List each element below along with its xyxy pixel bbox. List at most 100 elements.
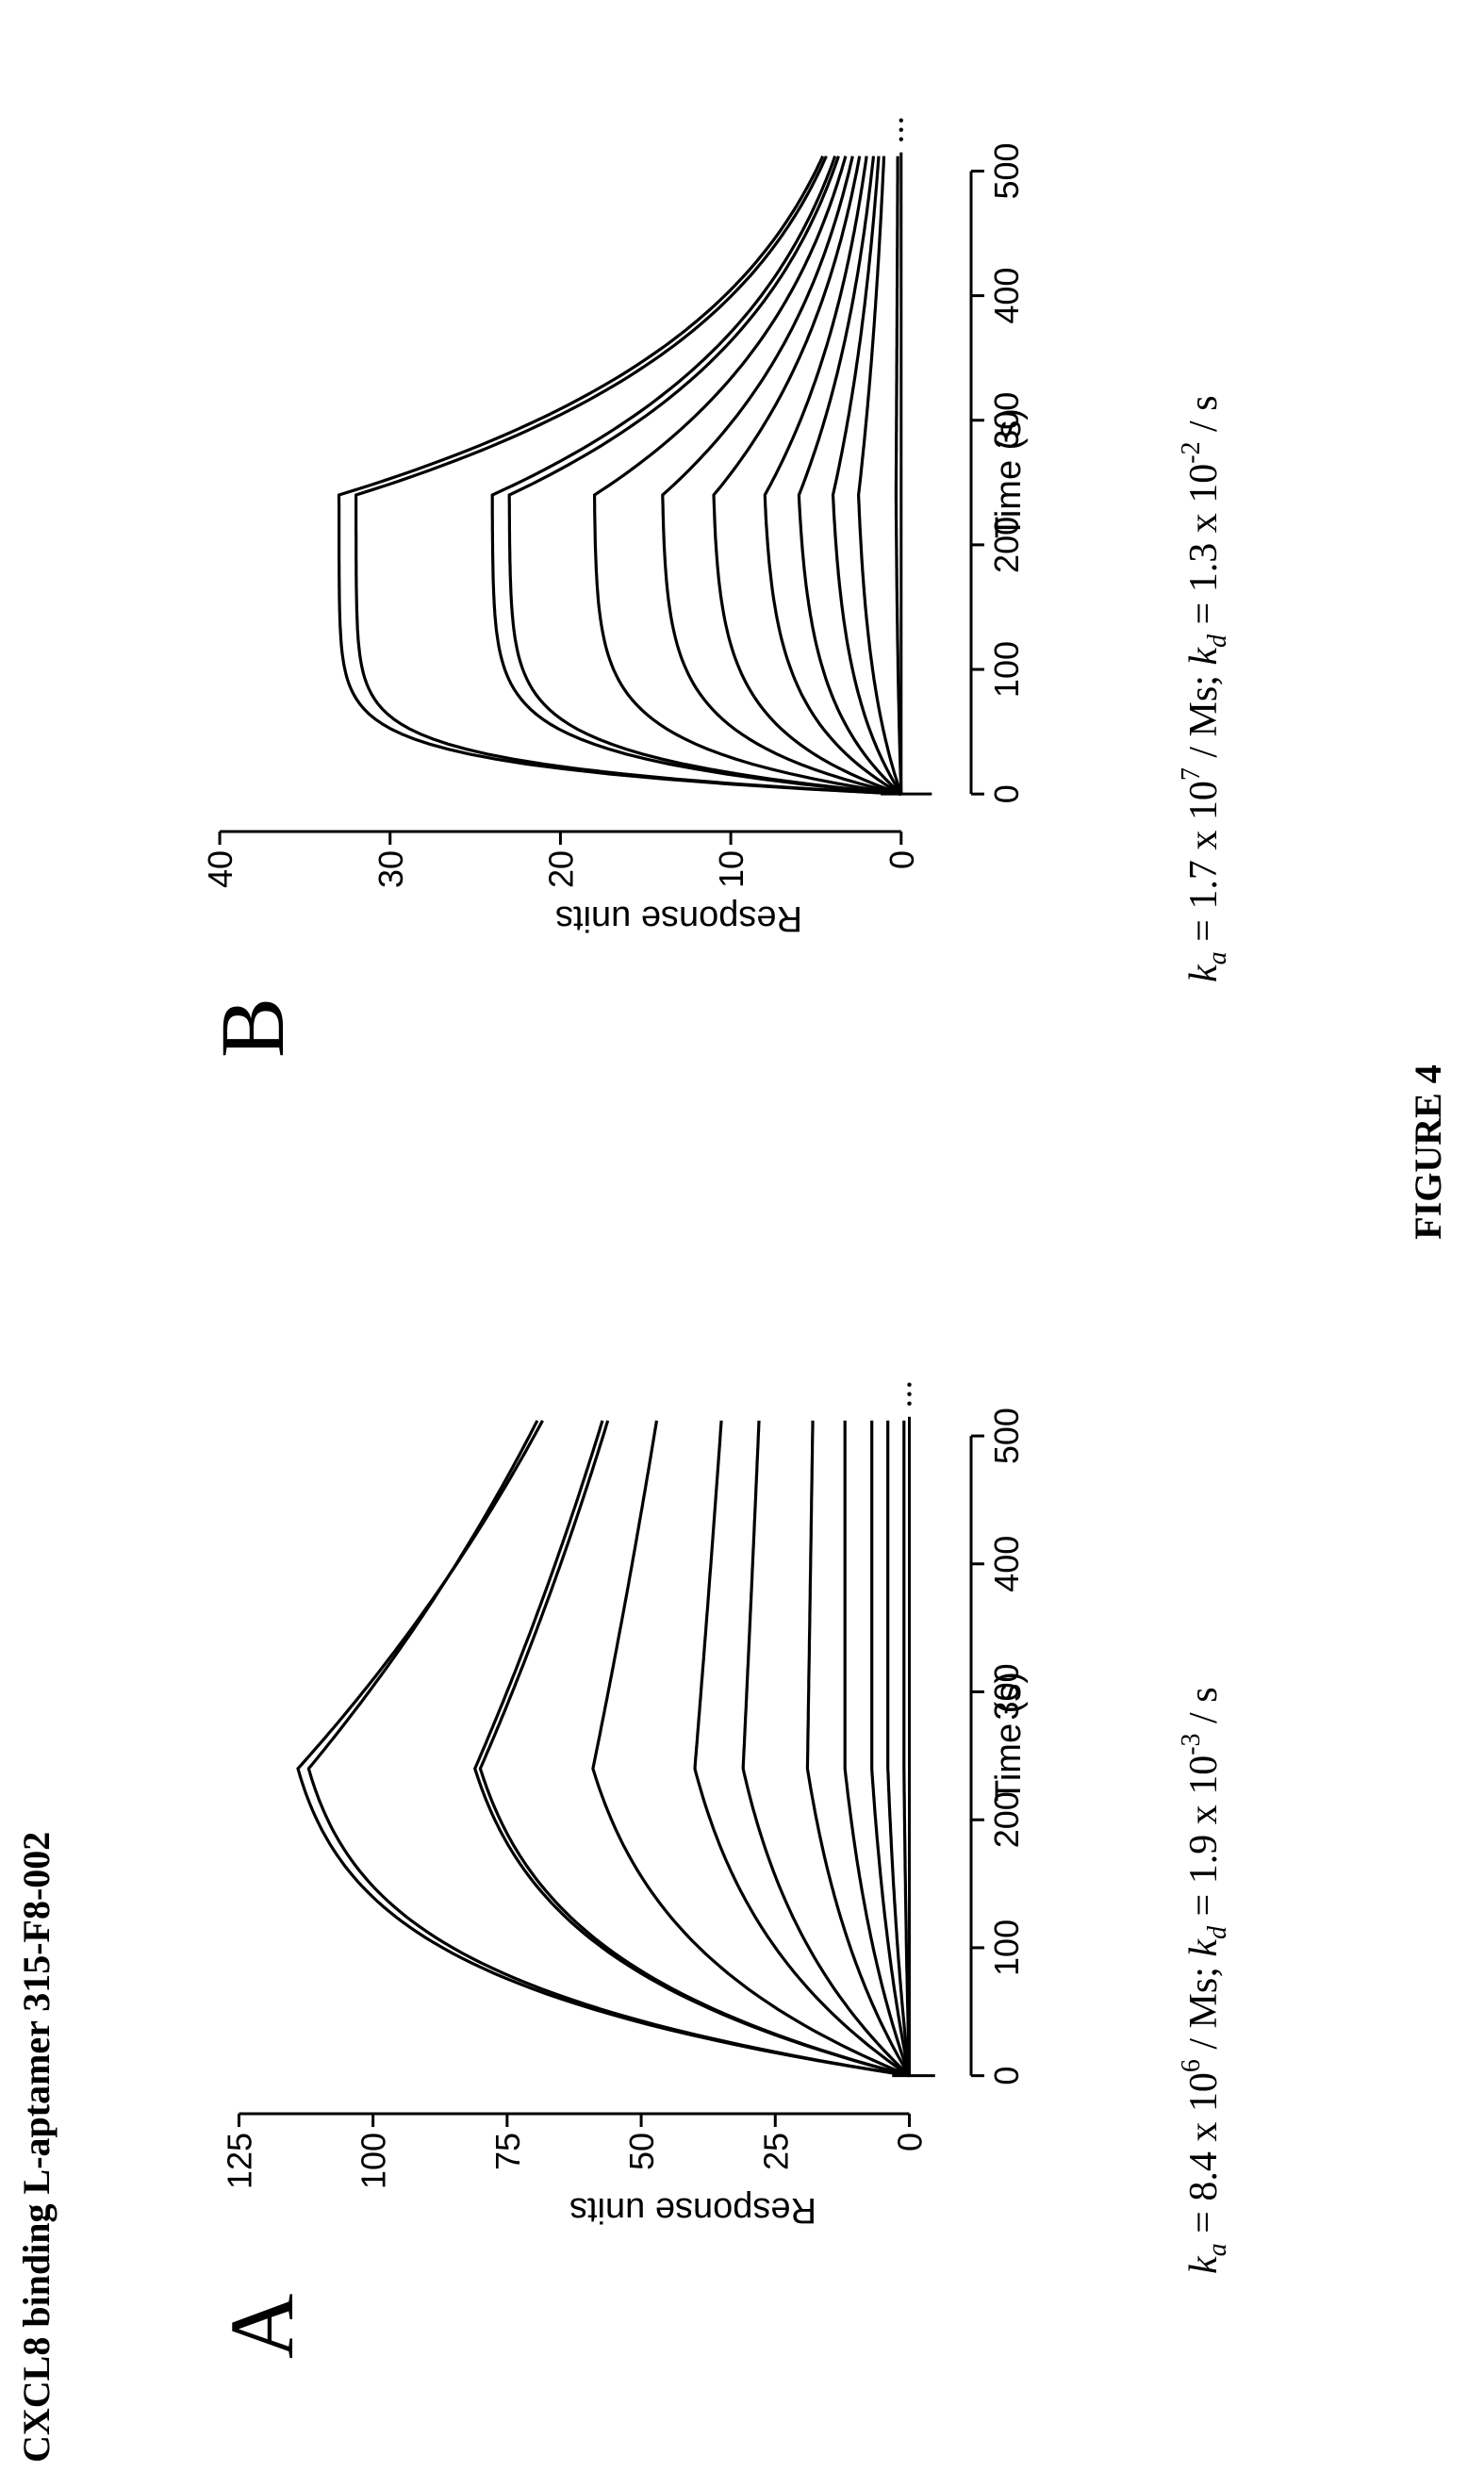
sensorgram-curve [296,1420,910,2078]
space [1182,758,1226,768]
x-tick-label: 500 [987,1408,1026,1464]
y-tick-label: 0 [890,2133,929,2151]
sensorgram-curve [591,1420,911,2078]
x-tick-label: 200 [987,1791,1026,1848]
sensorgram-curve [741,1420,911,2077]
ka-value: 1.7 x 10 [1182,781,1226,910]
panel-a-xlabel: Time (s) [989,1672,1029,1802]
space [1182,432,1226,442]
trailing-dot [899,127,903,132]
sensorgram-curve [507,156,901,796]
sensorgram-curve [478,1420,910,2078]
x-tick-label: 100 [987,1920,1026,1976]
panel-a-ylabel: Response units [569,2190,816,2230]
equals-sign: = [1182,1884,1226,1926]
sensorgram-curve [902,1420,912,2076]
y-tick-label: 100 [355,2133,393,2189]
x-tick-label: 400 [987,268,1026,324]
y-tick-label: 40 [201,850,239,888]
ka-symbol: k [1182,2255,1226,2274]
y-tick-label: 75 [488,2133,527,2170]
sensorgram-curve [472,1420,910,2078]
panel-a-kinetics: ka = 8.4 x 106 / Ms; kd = 1.9 x 10-3 / s [1177,1687,1232,2274]
equals-sign: = [1182,2201,1226,2244]
panel-a: A Response units Time (s) 0255075100125 … [211,1382,1232,2359]
kd-value: 1.9 x 10 [1182,1755,1226,1885]
sensorgram-curve [805,1420,911,2077]
space [1182,1957,1226,1968]
equals-sign: = [1182,910,1226,952]
space [1182,1723,1226,1734]
trailing-dot [899,137,903,141]
panel-a-label: A [211,2294,312,2359]
space [1182,666,1226,676]
kd-unit: / s [1182,395,1226,432]
sensorgram-curve [355,155,901,796]
x-tick-label: 0 [987,784,1026,803]
sensorgram-curve [661,156,902,796]
sensorgram-curve [843,1420,912,2077]
x-tick-label: 200 [987,517,1026,573]
y-tick-label: 50 [622,2133,661,2170]
panel-b-ylabel: Response units [555,898,802,938]
sensorgram-curve [306,1420,910,2078]
kd-exponent: -3 [1177,1733,1206,1755]
trailing-dot [899,118,903,123]
x-tick-label: 300 [987,392,1026,449]
figure-label: FIGURE 4 [1407,1064,1449,1240]
y-tick-label: 10 [712,850,750,888]
y-tick-label: 25 [756,2133,795,2170]
kd-symbol: k [1182,647,1226,666]
trailing-dot [907,1392,912,1396]
ka-value: 8.4 x 10 [1182,2072,1226,2201]
x-tick-label: 500 [987,142,1026,199]
sensorgram-curve [763,156,902,796]
y-tick-label: 125 [220,2133,258,2189]
ka-unit: / Ms; [1182,675,1226,758]
x-tick-label: 0 [987,2067,1026,2085]
kd-value: 1.3 x 10 [1182,464,1226,593]
kd-unit: / s [1182,1687,1226,1723]
sensorgram-curve [856,156,903,795]
sensorgram-curve [797,156,902,796]
sensorgram-curve [831,156,903,796]
sensorgram-curve [593,156,902,796]
trailing-dot [907,1401,912,1406]
ka-subscript: a [1203,2243,1232,2256]
y-tick-label: 30 [371,850,410,888]
sensorgram-curve [693,1420,911,2077]
panel-a-curves [296,1382,935,2078]
sensorgram-curve [490,156,901,796]
kd-subscript: d [1203,634,1232,648]
sensorgram-curve [870,1420,912,2076]
ka-exponent: 6 [1177,2059,1206,2072]
panel-b: B Response units Time (s) 0 10 20 30 40 0 100… [201,118,1232,1058]
sensorgram-curve [712,156,902,796]
sensorgram-curve [337,155,901,796]
panel-b-label: B [202,997,303,1058]
panel-b-curves [337,118,932,796]
ka-subscript: a [1203,951,1232,964]
kd-subscript: d [1203,1925,1232,1939]
y-tick-label: 0 [882,850,921,869]
space [1182,2050,1226,2060]
x-tick-label: 400 [987,1536,1026,1592]
trailing-dot [907,1382,912,1387]
panel-b-xlabel: Time (s) [989,408,1029,538]
panel-b-kinetics: ka = 1.7 x 107 / Ms; kd = 1.3 x 10-2 / s [1177,395,1232,982]
y-tick-label: 20 [541,850,580,888]
ka-exponent: 7 [1177,767,1206,781]
x-tick-label: 100 [987,641,1026,698]
sensorgram-curve [894,156,903,795]
ka-symbol: k [1182,964,1226,982]
page-title: CXCL8 binding L-aptamer 315-F8-002 [15,1832,58,2463]
sensorgram-curve [886,1420,912,2076]
x-tick-label: 300 [987,1663,1026,1720]
equals-sign: = [1182,592,1226,634]
kd-exponent: -2 [1177,441,1206,463]
kd-symbol: k [1182,1938,1226,1957]
ka-unit: / Ms; [1182,1967,1226,2050]
